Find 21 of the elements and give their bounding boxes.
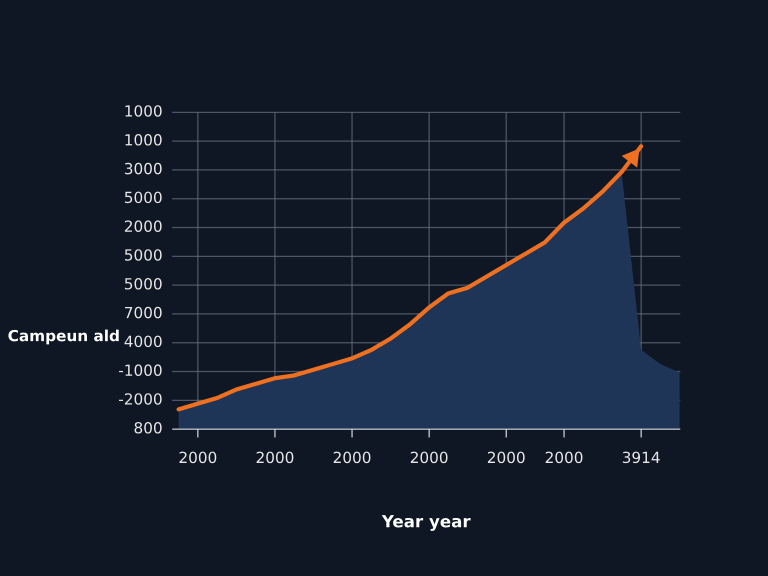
text: 1000: [125, 105, 162, 117]
text: -2000: [119, 393, 162, 405]
text: 800: [134, 422, 162, 434]
text: 3000: [124, 162, 162, 174]
x-tick-label: 2000: [334, 452, 370, 464]
text: 1000: [125, 134, 162, 146]
x-tick-label: 2000: [410, 452, 448, 464]
x-tick-label: 2000: [256, 452, 294, 464]
x-tick-label: 2000: [546, 452, 582, 464]
x-axis-title: Year year: [382, 515, 471, 531]
y-axis-title: Campeun ald: [8, 330, 119, 344]
text: 2000: [124, 220, 162, 232]
x-tick-label: 2000: [180, 452, 216, 464]
x-tick-label: 3914: [622, 452, 660, 464]
text: 5000: [124, 278, 162, 290]
text: -1000: [119, 364, 162, 376]
text: 4000: [124, 336, 162, 348]
text: 5000: [124, 192, 162, 204]
text: 5000: [124, 249, 162, 261]
text: 7000: [125, 306, 162, 318]
x-tick-label: 2000: [488, 452, 525, 464]
